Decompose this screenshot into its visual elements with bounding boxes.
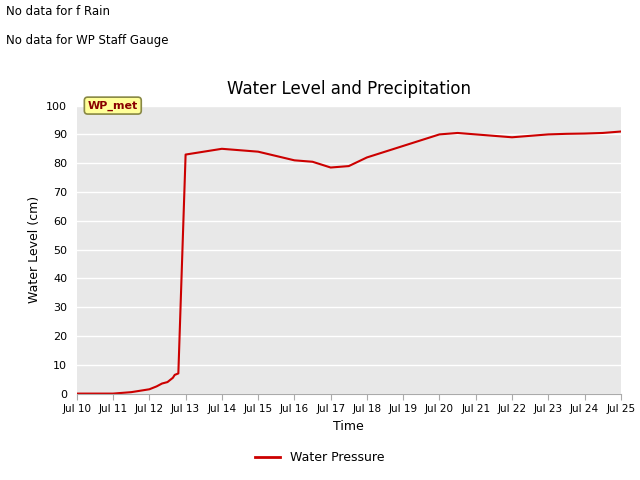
Title: Water Level and Precipitation: Water Level and Precipitation: [227, 81, 471, 98]
X-axis label: Time: Time: [333, 420, 364, 432]
Text: No data for WP Staff Gauge: No data for WP Staff Gauge: [6, 34, 169, 47]
Text: No data for f Rain: No data for f Rain: [6, 5, 111, 18]
Legend: Water Pressure: Water Pressure: [250, 446, 390, 469]
Text: WP_met: WP_met: [88, 100, 138, 111]
Y-axis label: Water Level (cm): Water Level (cm): [28, 196, 40, 303]
